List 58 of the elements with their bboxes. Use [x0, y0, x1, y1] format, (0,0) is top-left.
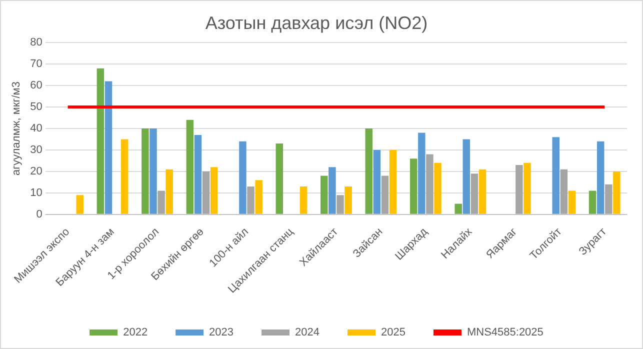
bar	[516, 165, 523, 214]
bar	[560, 169, 568, 214]
y-tick-label: 80	[30, 36, 42, 49]
bar	[478, 169, 486, 214]
bar	[120, 139, 128, 214]
y-tick-label: 0	[36, 208, 42, 220]
y-tick-label: 60	[30, 80, 42, 92]
y-tick-label: 10	[30, 186, 42, 199]
legend-label: 2022	[123, 326, 148, 339]
legend-label: 2023	[209, 326, 234, 339]
bar	[344, 186, 352, 214]
bar	[247, 186, 254, 214]
bar	[104, 81, 112, 214]
bar	[596, 141, 604, 214]
bar	[454, 204, 462, 214]
bar	[613, 171, 620, 214]
y-tick-label: 30	[30, 144, 42, 156]
bar	[470, 174, 478, 214]
bar	[166, 169, 173, 214]
bar	[150, 128, 157, 214]
bar	[239, 141, 246, 214]
bar	[336, 195, 344, 214]
bar	[276, 144, 284, 214]
legend-label: MNS4585:2025	[466, 326, 544, 339]
legend-label: 2024	[295, 326, 320, 339]
bar	[426, 154, 434, 214]
bar	[568, 190, 576, 214]
bar	[410, 158, 418, 214]
bar	[381, 176, 389, 214]
chart-title: Азотын давхар исэл (NO2)	[205, 12, 428, 33]
bar	[255, 180, 262, 214]
bar	[202, 171, 210, 214]
y-axis-title: агуулалмж, мкг/м3	[10, 82, 23, 176]
bar	[328, 167, 336, 214]
bar	[462, 139, 470, 214]
bar	[210, 167, 218, 214]
bar	[186, 120, 194, 214]
bar	[300, 186, 308, 214]
bar	[434, 162, 442, 214]
bar	[373, 150, 381, 214]
bar	[158, 190, 165, 214]
y-tick-label: 20	[30, 166, 42, 178]
bar	[552, 137, 560, 214]
bar	[320, 176, 328, 214]
bar	[588, 190, 596, 214]
y-tick-label: 40	[30, 122, 42, 135]
bar	[76, 195, 84, 214]
y-tick-label: 50	[30, 101, 42, 114]
bar	[142, 128, 149, 214]
bar	[389, 150, 397, 214]
bar	[418, 132, 426, 214]
bar	[96, 68, 104, 214]
y-tick-label: 70	[30, 58, 42, 70]
legend-label: 2025	[381, 326, 406, 339]
bar	[365, 128, 372, 214]
bar	[605, 184, 612, 214]
bar	[524, 162, 531, 214]
bar	[194, 134, 202, 214]
